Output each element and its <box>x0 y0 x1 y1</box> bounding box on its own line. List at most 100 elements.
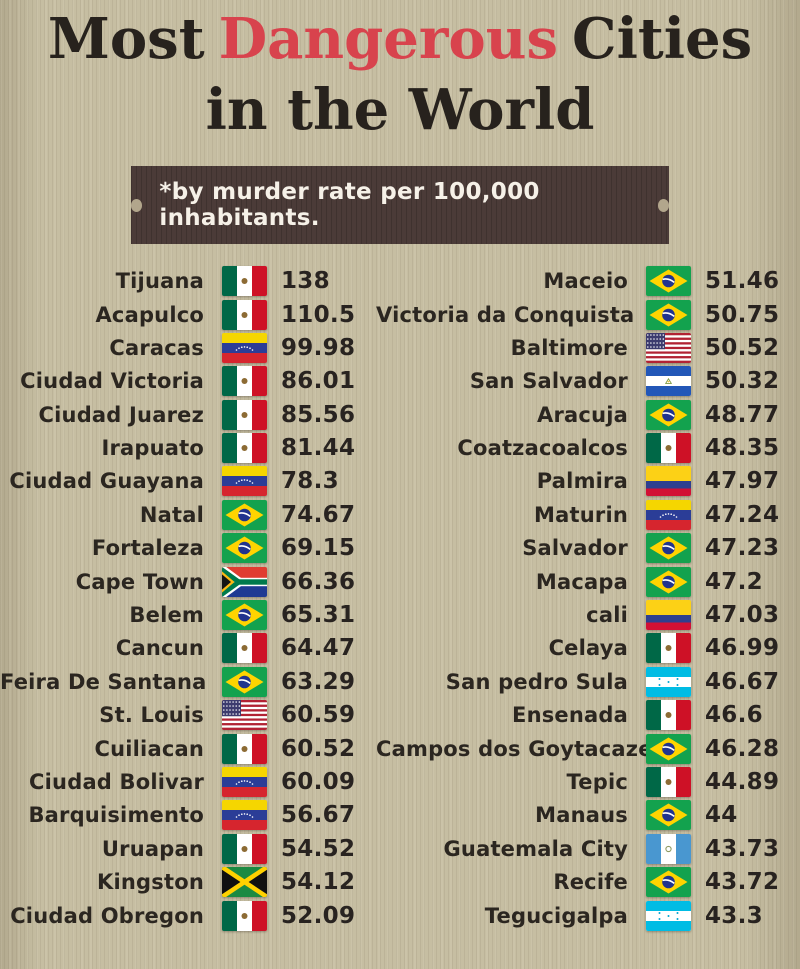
city-name: Manaus <box>535 803 628 828</box>
murder-rate-value: 44.89 <box>705 768 780 795</box>
murder-rate-value: 47.24 <box>705 501 780 528</box>
city-name: Recife <box>553 870 628 895</box>
venezuela-flag-icon <box>222 766 267 797</box>
city-row: Manaus 44 <box>376 799 800 832</box>
city-row: Celaya 46.99 <box>376 632 800 665</box>
usa-flag-icon <box>222 700 267 731</box>
city-name: Salvador <box>522 536 628 561</box>
city-name: Maturin <box>534 502 628 527</box>
city-row: Maceio 51.46 <box>376 264 800 297</box>
murder-rate-value: 85.56 <box>281 401 356 428</box>
venezuela-flag-icon <box>646 499 691 530</box>
murder-rate-value: 54.12 <box>281 869 356 896</box>
murder-rate-value: 50.52 <box>705 334 780 361</box>
city-row: Uruapan 54.52 <box>0 832 376 865</box>
city-row: cali 47.03 <box>376 598 800 631</box>
city-row: Barquisimento 56.67 <box>0 799 376 832</box>
mexico-flag-icon <box>222 299 267 330</box>
city-row: Tegucigalpa 43.3 <box>376 899 800 932</box>
city-name: Ciudad Juarez <box>38 402 204 427</box>
murder-rate-value: 66.36 <box>281 568 356 595</box>
murder-rate-value: 65.31 <box>281 602 356 629</box>
city-name: Cancun <box>115 636 204 661</box>
city-name: Ensenada <box>512 703 628 728</box>
city-row: Ciudad Victoria 86.01 <box>0 365 376 398</box>
murder-rate-value: 60.09 <box>281 768 356 795</box>
city-name: Fortaleza <box>91 536 204 561</box>
city-row: Palmira 47.97 <box>376 465 800 498</box>
murder-rate-value: 46.6 <box>705 702 763 729</box>
murder-rate-value: 64.47 <box>281 635 356 662</box>
city-row: Guatemala City 43.73 <box>376 832 800 865</box>
mexico-flag-icon <box>222 266 267 297</box>
city-name: Victoria da Conquista <box>376 302 635 327</box>
city-row: Fortaleza 69.15 <box>0 532 376 565</box>
murder-rate-value: 69.15 <box>281 535 356 562</box>
brazil-flag-icon <box>222 499 267 530</box>
murder-rate-value: 99.98 <box>281 334 356 361</box>
murder-rate-value: 44 <box>705 802 738 829</box>
city-row: Acapulco 110.5 <box>0 298 376 331</box>
city-name: Irapuato <box>101 436 204 461</box>
mexico-flag-icon <box>222 733 267 764</box>
city-row: Irapuato 81.44 <box>0 431 376 464</box>
city-name: Celaya <box>548 636 628 661</box>
city-row: Ciudad Juarez 85.56 <box>0 398 376 431</box>
city-row: Maturin 47.24 <box>376 498 800 531</box>
mexico-flag-icon <box>646 433 691 464</box>
city-name: Baltimore <box>510 335 628 360</box>
title-line2: in the World <box>205 76 595 143</box>
city-row: Coatzacoalcos 48.35 <box>376 431 800 464</box>
honduras-flag-icon <box>646 900 691 931</box>
city-name: Natal <box>139 502 204 527</box>
city-row: Natal 74.67 <box>0 498 376 531</box>
murder-rate-value: 56.67 <box>281 802 356 829</box>
city-name: Cuiliacan <box>94 736 204 761</box>
title-line1: Most Dangerous Cities <box>0 8 800 71</box>
city-row: Feira De Santana 63.29 <box>0 665 376 698</box>
murder-rate-value: 110.5 <box>281 301 356 328</box>
brazil-flag-icon <box>222 533 267 564</box>
city-name: Macapa <box>535 569 628 594</box>
murder-rate-value: 138 <box>281 268 330 295</box>
colombia-flag-icon <box>646 600 691 631</box>
mexico-flag-icon <box>222 366 267 397</box>
brazil-flag-icon <box>646 566 691 597</box>
brazil-flag-icon <box>222 600 267 631</box>
city-name: San pedro Sula <box>445 669 628 694</box>
murder-rate-value: 50.75 <box>705 301 780 328</box>
murder-rate-value: 63.29 <box>281 668 356 695</box>
city-name: Palmira <box>536 469 628 494</box>
city-row: St. Louis 60.59 <box>0 699 376 732</box>
city-name: Cape Town <box>75 569 204 594</box>
city-name: Ciudad Guayana <box>9 469 204 494</box>
murder-rate-value: 46.99 <box>705 635 780 662</box>
city-row: Belem 65.31 <box>0 598 376 631</box>
city-row: Kingston 54.12 <box>0 865 376 898</box>
city-ranking-list: Tijuana 138 Acapulco 110.5 Caracas 99.98 Ciuda… <box>0 264 800 932</box>
city-name: Aracuja <box>537 402 628 427</box>
venezuela-flag-icon <box>222 466 267 497</box>
colombia-flag-icon <box>646 466 691 497</box>
murder-rate-value: 43.3 <box>705 902 763 929</box>
page-title: Most Dangerous Cities in the World <box>0 0 800 141</box>
city-row: Cuiliacan 60.52 <box>0 732 376 765</box>
city-row: Tijuana 138 <box>0 264 376 297</box>
venezuela-flag-icon <box>222 332 267 363</box>
mexico-flag-icon <box>646 766 691 797</box>
brazil-flag-icon <box>646 800 691 831</box>
city-row: Aracuja 48.77 <box>376 398 800 431</box>
honduras-flag-icon <box>646 666 691 697</box>
city-name: Ciudad Bolivar <box>29 769 204 794</box>
city-row: Ciudad Guayana 78.3 <box>0 465 376 498</box>
title-word-cities: Cities <box>572 6 753 72</box>
city-row: Ciudad Bolivar 60.09 <box>0 765 376 798</box>
city-name: Acapulco <box>95 302 204 327</box>
usa-flag-icon <box>646 332 691 363</box>
city-name: Ciudad Victoria <box>20 369 204 394</box>
city-row: San pedro Sula 46.67 <box>376 665 800 698</box>
city-name: St. Louis <box>99 703 204 728</box>
brazil-flag-icon <box>646 533 691 564</box>
city-row: Recife 43.72 <box>376 865 800 898</box>
city-name: Campos dos Goytacazes <box>376 736 666 761</box>
